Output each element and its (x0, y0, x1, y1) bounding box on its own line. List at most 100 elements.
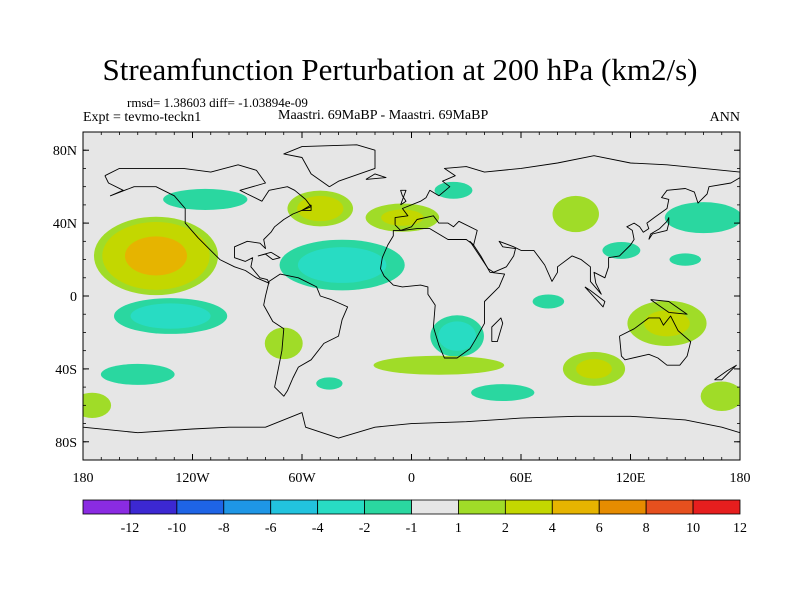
case-label: Maastri. 69MaBP - Maastri. 69MaBP (278, 108, 489, 123)
colorbar-swatch (598, 499, 647, 515)
colorbar-swatch (317, 499, 365, 515)
contour-level-0 (602, 242, 641, 259)
contour-level-2 (124, 236, 188, 276)
y-tick-label: 0 (70, 290, 77, 305)
colorbar-label: 12 (733, 521, 747, 536)
anomaly-negative-18 (602, 242, 641, 259)
colorbar-swatch (645, 499, 694, 515)
x-tick-label: 120E (616, 471, 646, 486)
contour-level-1 (130, 303, 211, 329)
x-tick-label: 120W (175, 471, 210, 486)
contour-layer (83, 181, 740, 418)
season-label: ANN (709, 110, 740, 125)
contour-level-1 (297, 195, 344, 222)
colorbar-label: 6 (596, 521, 603, 536)
anomaly-positive-11 (562, 351, 626, 386)
coastline-0 (104, 164, 312, 284)
anomaly-negative-9 (430, 315, 484, 357)
axes: 180 120W 60W 0 60E 120E 180 80N 40N 0 40S 80S (53, 132, 751, 486)
anomaly-positive-16 (552, 195, 599, 233)
anomaly-negative-20 (532, 294, 565, 309)
y-tick-label: 80S (55, 436, 77, 451)
map-background (83, 132, 740, 460)
colorbar-label: -12 (121, 521, 140, 536)
contour-level-1 (438, 321, 477, 351)
colorbar-swatch (223, 499, 272, 515)
anomaly-negative-2 (113, 298, 228, 334)
anomaly-negative-8 (434, 181, 473, 199)
anomaly-negative-12 (471, 384, 535, 402)
anomaly-positive-10 (373, 355, 505, 375)
coastline-11 (584, 286, 606, 308)
contour-level-0 (700, 381, 740, 411)
experiment-label: Expt = tevmo-teckn1 (83, 110, 202, 125)
coastline-3 (380, 228, 506, 359)
coastline-14 (714, 364, 737, 381)
y-tick-label: 40N (53, 217, 77, 232)
x-tick-label: 180 (73, 471, 94, 486)
colorbar-swatch (458, 499, 506, 515)
coastline-6 (394, 177, 740, 295)
anomaly-positive-13 (627, 300, 707, 346)
coastline-12 (650, 299, 688, 315)
coastline-5 (394, 155, 740, 225)
coastline-10 (648, 217, 670, 240)
anomaly-negative-1 (163, 188, 248, 210)
stats-label: rmsd= 1.38603 diff= -1.03894e-09 (127, 95, 308, 110)
x-tick-label: 0 (408, 471, 415, 486)
colorbar-swatch (129, 499, 178, 515)
coastline-2 (283, 144, 376, 188)
contour-level-1 (297, 247, 387, 283)
contour-level-0 (373, 355, 505, 375)
anomaly-positive-6 (287, 190, 354, 227)
anomaly-positive-0 (93, 216, 219, 296)
coastline-layer (83, 144, 740, 439)
colorbar-swatch (82, 499, 131, 515)
contour-level-1 (644, 310, 690, 337)
contour-level-0 (100, 363, 175, 385)
colorbar-label: -8 (218, 521, 230, 536)
colorbar-label: -4 (312, 521, 324, 536)
colorbar-label: -2 (359, 521, 371, 536)
coastline-1 (263, 273, 349, 397)
colorbar-label: -10 (168, 521, 187, 536)
colorbar-swatch (551, 499, 600, 515)
anomaly-negative-3 (100, 363, 175, 385)
anomaly-positive-4 (264, 327, 303, 360)
colorbar: -12 -10 -8 -6 -4 -2 -1 1 2 4 6 8 10 12 (82, 499, 747, 536)
colorbar-swatch (692, 499, 741, 515)
anomaly-negative-21 (316, 377, 343, 390)
contour-level-1 (576, 359, 612, 379)
colorbar-label: 8 (643, 521, 650, 536)
colorbar-swatch (411, 499, 459, 515)
colorbar-label: 4 (549, 521, 556, 536)
contour-level-0 (434, 181, 473, 199)
x-tick-label: 180 (730, 471, 751, 486)
colorbar-swatch (176, 499, 225, 515)
colorbar-swatch (504, 499, 553, 515)
contour-level-0 (552, 195, 599, 233)
contour-level-0 (316, 377, 343, 390)
colorbar-label: 1 (455, 521, 462, 536)
contour-level-0 (532, 294, 565, 309)
colorbar-swatch (270, 499, 319, 515)
coastline-13 (257, 251, 281, 261)
contour-level-0 (664, 202, 740, 234)
colorbar-swatch (364, 499, 412, 515)
colorbar-label: 2 (502, 521, 509, 536)
y-tick-label: 40S (55, 363, 77, 378)
contour-level-0 (669, 253, 702, 266)
colorbar-label: 10 (686, 521, 700, 536)
anomaly-negative-17 (664, 202, 740, 234)
x-tick-label: 60E (510, 471, 533, 486)
y-tick-label: 80N (53, 144, 77, 159)
anomaly-positive-14 (700, 381, 740, 411)
coastline-9 (400, 189, 407, 206)
coastline-16 (301, 204, 312, 211)
anomaly-positive-7 (365, 203, 440, 232)
contour-level-0 (83, 392, 112, 418)
colorbar-label: -6 (265, 521, 277, 536)
contour-level-0 (163, 188, 248, 210)
anomaly-negative-5 (279, 239, 405, 291)
contour-level-1 (381, 209, 424, 226)
